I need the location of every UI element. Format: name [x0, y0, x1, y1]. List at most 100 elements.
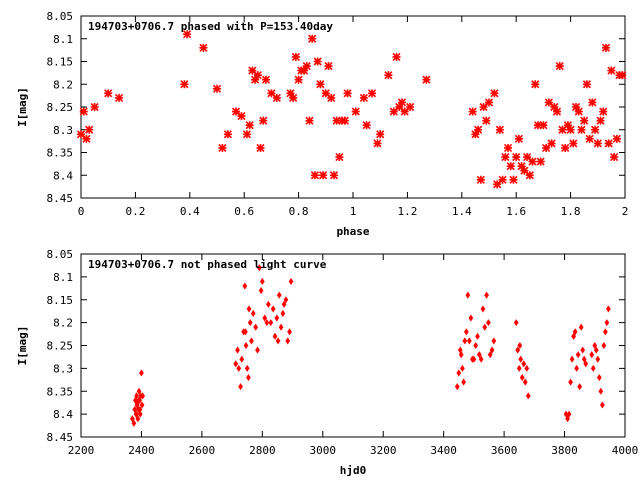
- x-tick-label: 3600: [491, 444, 518, 457]
- x-tick-label: 3400: [430, 444, 457, 457]
- data-point: [568, 378, 573, 386]
- data-point: [581, 355, 587, 363]
- data-point: [484, 98, 494, 107]
- data-point: [359, 93, 368, 102]
- data-point: [454, 383, 460, 391]
- data-point: [329, 171, 339, 180]
- data-point: [400, 107, 409, 116]
- data-point: [248, 66, 257, 75]
- data-point: [533, 121, 543, 130]
- data-point: [606, 305, 611, 313]
- data-point: [593, 346, 599, 354]
- x-tick-label: 0: [78, 205, 85, 218]
- y-tick-label: 8.45: [47, 192, 74, 205]
- data-point: [389, 107, 398, 116]
- data-point: [243, 328, 248, 336]
- x-tick-label: 2400: [128, 444, 155, 457]
- data-point: [289, 93, 298, 102]
- data-point: [259, 116, 268, 125]
- data-point: [544, 98, 553, 107]
- data-point: [137, 410, 143, 418]
- data-point: [278, 323, 284, 331]
- x-tick-label: 1.8: [561, 205, 581, 218]
- data-point: [237, 112, 246, 121]
- data-point: [131, 419, 137, 427]
- data-point: [471, 355, 477, 363]
- unphased-x-axis: 2200 2400 2600 2800 3000 3200 3400 3600 3800 4000: [68, 254, 639, 457]
- data-point: [262, 314, 268, 322]
- phased-plot-frame: [80, 15, 626, 199]
- data-point: [104, 89, 113, 98]
- data-point: [571, 102, 581, 112]
- data-point: [267, 89, 276, 98]
- data-point: [456, 369, 462, 377]
- data-point: [258, 287, 264, 295]
- x-tick-label: 4000: [612, 444, 639, 457]
- data-point: [321, 89, 330, 98]
- x-tick-label: 2: [622, 205, 629, 218]
- unphased-y-axis: 8.05 8.1 8.15 8.2 8.25 8.3 8.35 8.4 8.45: [47, 248, 625, 444]
- data-point: [242, 130, 251, 139]
- data-point: [506, 162, 515, 171]
- data-point: [310, 171, 319, 180]
- data-point: [495, 125, 504, 134]
- data-point: [566, 410, 572, 418]
- data-point: [288, 277, 294, 285]
- data-point: [133, 410, 139, 418]
- data-point: [367, 89, 377, 98]
- data-point: [392, 52, 401, 62]
- data-point: [313, 57, 322, 66]
- data-point: [276, 291, 282, 299]
- unphased-plot-title: 194703+0706.7 not phased light curve: [88, 258, 327, 271]
- data-point: [574, 107, 583, 116]
- data-point: [580, 346, 586, 354]
- data-point: [493, 180, 502, 189]
- data-point: [563, 121, 572, 130]
- data-point: [242, 282, 248, 290]
- data-point: [596, 373, 602, 382]
- data-point: [476, 351, 482, 359]
- y-tick-label: 8.1: [53, 271, 73, 284]
- data-point: [319, 171, 328, 180]
- data-point: [604, 139, 613, 148]
- data-point: [491, 337, 497, 345]
- data-point: [486, 319, 491, 327]
- data-point: [513, 319, 519, 327]
- data-point: [607, 66, 616, 75]
- y-tick-label: 8.3: [53, 124, 73, 137]
- data-point: [598, 387, 604, 395]
- data-point: [461, 378, 466, 386]
- data-point: [462, 337, 468, 345]
- data-point: [384, 71, 393, 80]
- data-point: [590, 364, 596, 372]
- data-point: [522, 378, 528, 386]
- data-point: [476, 175, 485, 184]
- data-point: [85, 125, 94, 134]
- data-point: [294, 75, 303, 84]
- data-point: [135, 415, 141, 423]
- unphased-data-points: [130, 264, 611, 427]
- data-point: [582, 80, 591, 89]
- data-point: [542, 143, 551, 153]
- data-point: [244, 364, 250, 372]
- x-tick-label: 1.2: [397, 205, 417, 218]
- data-point: [90, 102, 99, 112]
- data-point: [253, 323, 259, 331]
- unphased-light-curve-chart: 8.05 8.1 8.15 8.2 8.25 8.3 8.35 8.4 8.45 2200 240…: [16, 248, 638, 477]
- data-point: [602, 328, 608, 336]
- data-point: [305, 116, 314, 125]
- data-point: [376, 130, 385, 139]
- data-point: [482, 116, 491, 125]
- data-point: [251, 75, 260, 84]
- data-point: [76, 130, 86, 139]
- data-point: [199, 43, 208, 52]
- y-tick-label: 8.2: [53, 78, 73, 91]
- data-point: [139, 401, 145, 409]
- data-point: [589, 351, 595, 359]
- data-point: [137, 406, 143, 414]
- data-point: [218, 143, 227, 153]
- data-point: [475, 332, 480, 340]
- phased-y-axis-label: I[mag]: [16, 87, 29, 127]
- data-point: [618, 71, 627, 80]
- data-point: [516, 364, 522, 372]
